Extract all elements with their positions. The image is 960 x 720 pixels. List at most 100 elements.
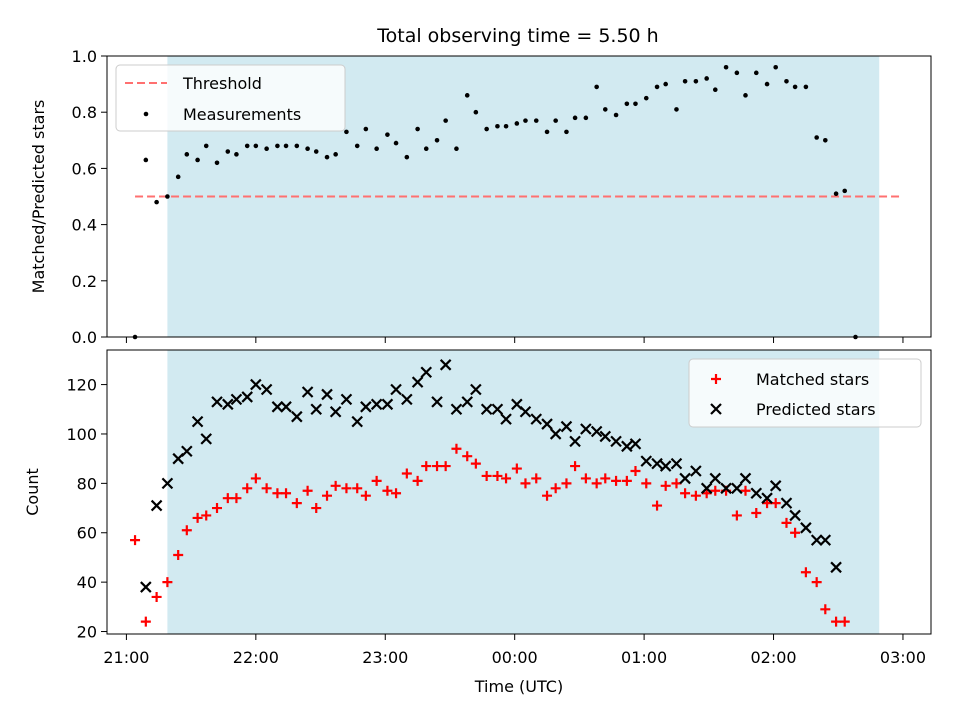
predicted-point	[621, 440, 633, 453]
measurement-point	[253, 143, 259, 149]
measurement-point	[443, 118, 448, 123]
measurement-point	[523, 118, 528, 123]
measurement-point	[633, 101, 638, 107]
y-tick-label: 0.4	[72, 216, 97, 235]
matched-point	[291, 498, 302, 509]
matched-point	[542, 490, 553, 501]
matched-point	[281, 488, 292, 499]
measurement-point	[154, 199, 159, 205]
measurement-point	[553, 118, 558, 123]
measurement-point	[734, 70, 740, 76]
measurement-point	[203, 143, 209, 149]
matched-point	[352, 483, 363, 494]
matched-point	[701, 488, 712, 499]
predicted-point	[659, 460, 672, 472]
predicted-point	[390, 383, 402, 396]
matched-point	[690, 490, 701, 501]
matched-point	[511, 463, 522, 474]
matched-point	[192, 512, 203, 523]
axes-frame	[106, 349, 932, 635]
legend-measurements-label: Measurements	[183, 105, 301, 124]
measurement-point	[313, 149, 319, 154]
measurement-point	[712, 87, 718, 93]
series-matched-stars	[130, 443, 850, 627]
predicted-point	[181, 445, 193, 458]
y-axis-label: Matched/Predicted stars	[29, 100, 48, 294]
matched-point	[341, 483, 352, 494]
matched-point	[401, 468, 412, 479]
matched-point	[600, 473, 611, 484]
measurement-point	[533, 118, 539, 123]
measurement-point	[423, 146, 429, 152]
matched-point	[261, 483, 272, 494]
matched-point	[652, 500, 663, 511]
measurement-point	[624, 101, 630, 107]
y-axis-label: Count	[23, 468, 42, 516]
measurement-point	[464, 93, 470, 98]
measurement-point	[214, 160, 220, 166]
measurement-point	[773, 64, 778, 70]
predicted-point	[780, 497, 793, 509]
matched-point	[470, 458, 481, 469]
predicted-point	[761, 492, 773, 504]
y-tick-label: 100	[66, 425, 97, 444]
measurement-point	[753, 70, 759, 76]
legend-box	[115, 64, 346, 132]
predicted-point	[810, 534, 823, 546]
matched-point	[162, 577, 173, 588]
matched-point	[520, 478, 531, 489]
matched-point	[140, 616, 151, 627]
measurement-point	[792, 84, 798, 90]
predicted-point	[700, 482, 713, 495]
measurement-point	[374, 146, 379, 152]
measurement-point	[743, 93, 748, 98]
measurement-point	[473, 109, 479, 115]
predicted-point	[519, 405, 532, 418]
measurement-point	[803, 84, 809, 90]
matched-point	[462, 451, 473, 462]
predicted-point	[420, 366, 433, 379]
measurement-point	[663, 81, 668, 87]
measurement-point	[454, 146, 459, 152]
axes-frame	[106, 55, 932, 338]
matched-point	[781, 517, 792, 528]
predicted-point	[230, 393, 243, 406]
predicted-point	[340, 393, 353, 406]
matched-point	[222, 493, 233, 504]
measurement-point	[503, 123, 509, 129]
predicted-point	[450, 403, 463, 416]
predicted-point	[480, 403, 493, 416]
y-tick-label: 0.0	[72, 328, 97, 347]
series-measurements	[132, 64, 858, 340]
measurement-point	[385, 132, 390, 137]
y-tick-label: 80	[77, 474, 97, 493]
measurement-point	[613, 112, 619, 118]
measurement-point	[264, 146, 269, 152]
measurement-point	[564, 129, 569, 135]
y-tick-label: 0.2	[72, 272, 97, 291]
matched-point	[561, 478, 572, 489]
x-tick-label: 02:00	[750, 648, 796, 667]
predicted-point	[150, 499, 163, 512]
predicted-point	[569, 435, 581, 448]
predicted-point	[750, 487, 763, 500]
matched-point	[621, 475, 632, 486]
predicted-point	[500, 413, 512, 425]
measurement-point	[693, 78, 699, 84]
matched-point	[451, 443, 462, 454]
measurement-point	[165, 194, 170, 199]
matched-point	[790, 527, 801, 538]
chart-title: Total observing time = 5.50 h	[376, 25, 658, 47]
matched-point	[811, 577, 822, 588]
x-tick-label: 23:00	[362, 648, 408, 667]
predicted-point	[491, 403, 504, 416]
predicted-point	[651, 457, 663, 470]
measurement-point	[333, 152, 338, 157]
predicted-point	[709, 472, 722, 485]
predicted-point	[830, 561, 842, 574]
predicted-point	[819, 534, 832, 546]
measurement-point	[654, 84, 660, 90]
matched-point	[173, 549, 184, 560]
predicted-point	[789, 509, 801, 522]
